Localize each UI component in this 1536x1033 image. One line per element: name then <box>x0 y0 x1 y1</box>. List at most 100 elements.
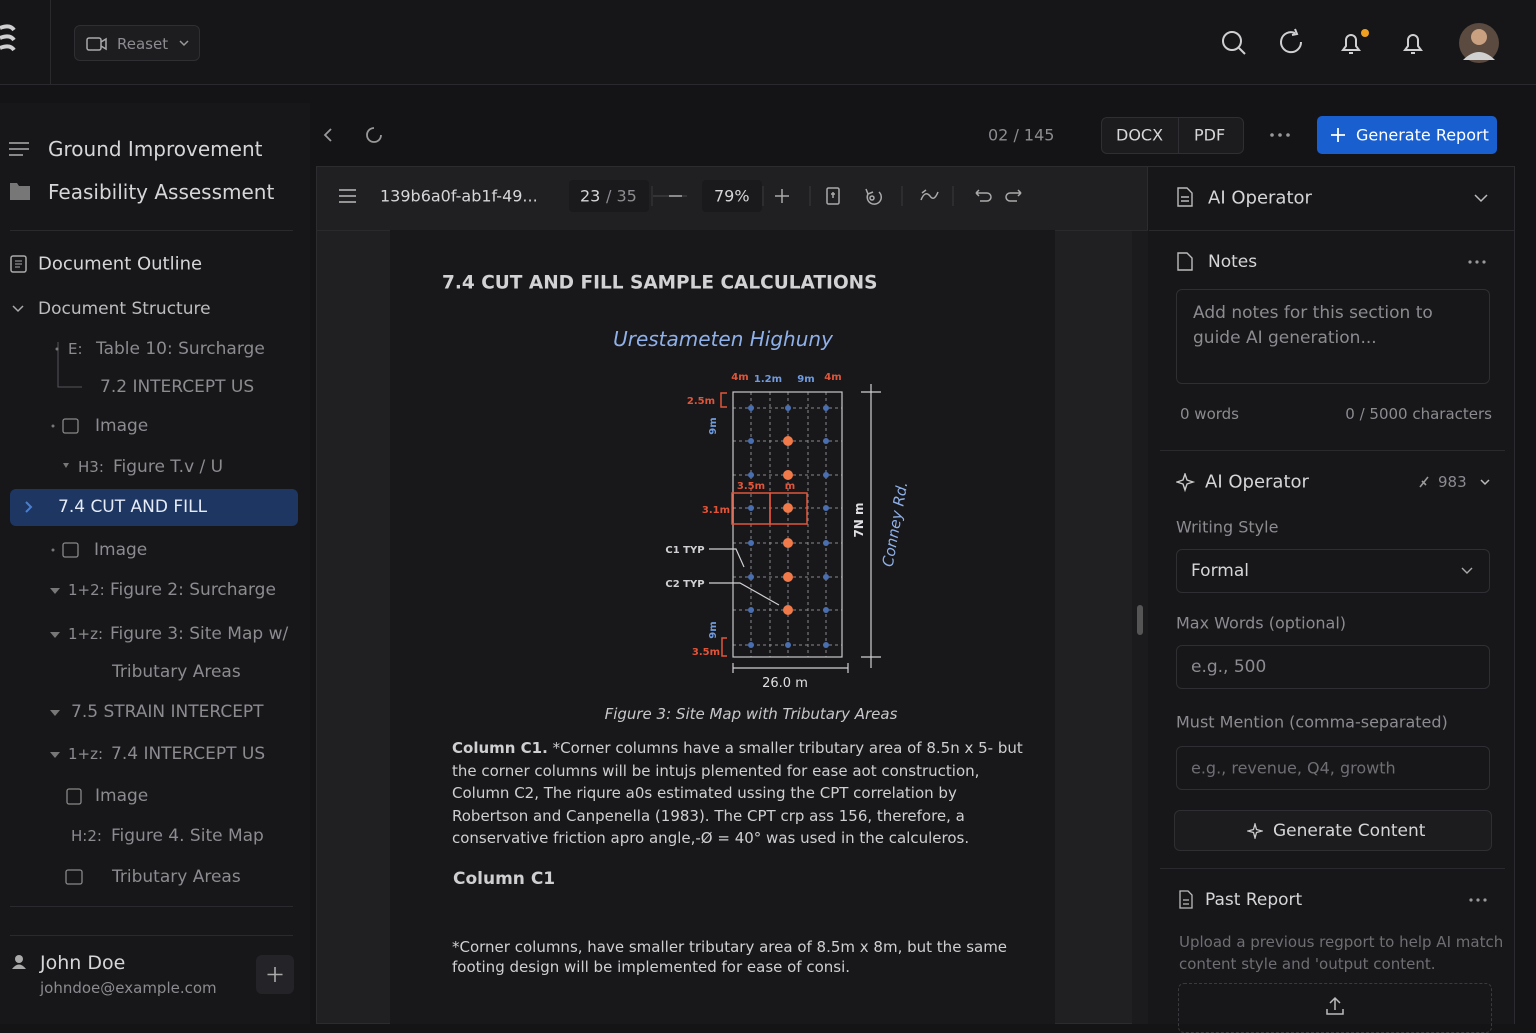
top-icons <box>1222 23 1499 63</box>
video-icon <box>86 37 107 51</box>
placeholder: Add notes for this section to guide AI g… <box>1193 303 1433 348</box>
max-words-input[interactable]: e.g., 500 <box>1176 645 1490 689</box>
figure-label: 9m <box>708 417 719 434</box>
notes-title: Notes <box>1208 252 1258 272</box>
outline-item[interactable]: Table 10: Surcharge <box>96 339 265 359</box>
format-option[interactable]: PDF <box>1194 125 1226 145</box>
divider <box>50 0 51 84</box>
figure-label: 9m <box>797 374 814 385</box>
figure-label: 9m <box>708 621 719 638</box>
zoom-field[interactable] <box>702 180 762 212</box>
doc-heading: 7.4 CUT AND FILL SAMPLE CALCULATIONS <box>442 272 878 294</box>
nav-icons <box>323 127 382 143</box>
outline-item-active[interactable]: 7.4 CUT AND FILL <box>58 497 208 517</box>
page-input[interactable] <box>569 180 649 212</box>
more-icon[interactable] <box>1268 130 1292 140</box>
panel-header[interactable]: AI Operator <box>1208 187 1312 209</box>
outline-item[interactable]: Figure T.v / U <box>113 457 224 477</box>
scrollbar <box>1132 231 1148 1024</box>
select-value: Formal <box>1191 561 1249 581</box>
outline-item[interactable]: Image <box>95 786 149 806</box>
paragraph-lead: Column C1. <box>452 739 548 757</box>
field-label: Writing Style <box>1176 517 1279 537</box>
outline-item[interactable]: Tributary Areas <box>112 867 241 887</box>
notes-textarea[interactable]: Add notes for this section to guide AI g… <box>1176 289 1490 384</box>
chevron <box>1461 567 1473 574</box>
divider <box>1160 450 1505 451</box>
credits: 983 <box>1438 473 1467 491</box>
figure-label: 1.2m <box>754 374 782 385</box>
figure-label: 3.5m <box>692 647 720 658</box>
outline-item[interactable]: Image <box>95 416 149 436</box>
tree-lines <box>25 342 83 885</box>
divider <box>10 230 293 231</box>
figure-title: Urestameten Highuny <box>613 327 834 351</box>
panel-icons <box>1177 187 1488 207</box>
figure-label: 3.5m <box>737 481 765 492</box>
divider <box>10 935 293 936</box>
plus-icon <box>1331 128 1345 142</box>
divider <box>1178 118 1179 153</box>
paragraph: Column C1. *Corner columns have a smalle… <box>452 737 1032 850</box>
past-report-description: Upload a previous regport to help AI mat… <box>1179 933 1504 973</box>
outline-item[interactable]: 7.2 INTERCEPT US <box>100 377 255 397</box>
sidebar <box>0 103 310 1024</box>
right-panel <box>1148 166 1515 1024</box>
placeholder: e.g., revenue, Q4, growth <box>1191 758 1396 778</box>
add-button[interactable] <box>256 955 294 994</box>
placeholder: e.g., 500 <box>1191 657 1267 677</box>
figure-label: 4m <box>824 372 841 383</box>
format-option[interactable]: DOCX <box>1116 125 1164 145</box>
outline-item[interactable]: Image <box>94 540 148 560</box>
divider <box>10 906 293 907</box>
site-sketch: Urestameten Highuny 4m 1.2m 9m 4m 2.5m 9… <box>613 327 912 691</box>
figure-label: m <box>785 481 795 492</box>
user-name: John Doe <box>40 952 126 974</box>
outline-item[interactable]: 7.5 STRAIN INTERCEPT <box>71 702 264 722</box>
item-prefix: 1+z: <box>68 745 104 763</box>
outline-item[interactable]: Figure 4. Site Map <box>111 826 264 846</box>
page-total: / 35 <box>606 186 637 206</box>
project-subtitle: Feasibility Assessment <box>48 180 275 204</box>
figure-label: 3.1m <box>702 505 730 516</box>
button-label: Generate Report <box>1356 125 1489 145</box>
upload-dropzone[interactable] <box>1178 983 1492 1033</box>
outline-item[interactable]: Figure 2: Surcharge <box>110 580 276 600</box>
menu-icon[interactable] <box>338 188 358 204</box>
page-current: 23 <box>580 186 601 206</box>
preset-button[interactable]: Reaset <box>74 25 200 61</box>
outline-title[interactable]: Document Outline <box>38 253 203 275</box>
button-label: Generate Content <box>1273 821 1426 841</box>
figure-label: Conney Rd. <box>879 480 912 568</box>
structure-title[interactable]: Document Structure <box>38 299 211 319</box>
figure-label: 26.0 m <box>762 676 808 691</box>
outline-item[interactable]: Figure 3: Site Map w/ <box>110 624 289 644</box>
item-prefix: 1+z: <box>68 625 104 643</box>
upload-icon <box>1326 996 1344 1015</box>
outline-icon <box>10 255 27 273</box>
outline-item[interactable]: 7.4 INTERCEPT US <box>111 744 266 764</box>
generate-content-button[interactable]: Generate Content <box>1174 810 1492 851</box>
writing-style-select[interactable]: Formal <box>1176 549 1490 593</box>
ai-operator-title: AI Operator <box>1205 471 1309 493</box>
outline-item: Tributary Areas <box>112 662 241 682</box>
figure-label: 4m <box>731 372 748 383</box>
paragraph-text: *Corner columns have a smaller tributary… <box>452 739 1023 847</box>
doc-subheading: Column C1 <box>453 869 556 889</box>
must-mention-input[interactable]: e.g., revenue, Q4, growth <box>1176 746 1490 790</box>
viewer-tools <box>651 186 1022 206</box>
generate-report-button[interactable]: Generate Report <box>1317 116 1497 154</box>
item-prefix: E: <box>68 340 83 358</box>
chevron <box>179 40 189 47</box>
past-report-icons <box>1179 890 1487 909</box>
document-page <box>390 230 1055 1024</box>
user-icon <box>12 955 26 969</box>
scroll-thumb[interactable] <box>1137 605 1143 635</box>
character-count: 0 / 5000 characters <box>1345 405 1492 423</box>
item-prefix: H:2: <box>71 827 102 845</box>
notes-icons <box>1177 252 1486 271</box>
past-report-title: Past Report <box>1205 890 1303 910</box>
format-toggle <box>1101 117 1244 154</box>
paragraph: *Corner columns, have smaller tributary … <box>452 938 1008 976</box>
